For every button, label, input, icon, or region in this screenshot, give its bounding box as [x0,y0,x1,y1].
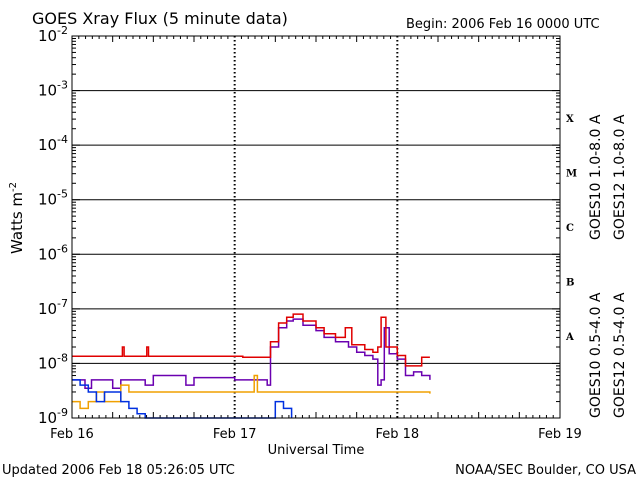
y-tick-label: 10-9 [38,406,68,427]
y-tick-exponent: -7 [57,297,68,310]
y-tick-label: 10-8 [38,351,68,372]
y-tick-exponent: -9 [57,406,68,419]
x-tick-label: Feb 17 [213,427,257,442]
legend-entry: GOES10 1.0-8.0 A [588,114,604,240]
y-tick-exponent: -3 [57,79,68,92]
footer-updated: Updated 2006 Feb 18 05:26:05 UTC [2,463,235,478]
chart-title: GOES Xray Flux (5 minute data) [32,9,288,28]
y-tick-base: 10 [38,245,57,263]
y-tick-exponent: -8 [57,351,68,364]
y-tick-base: 10 [38,354,57,372]
series-line-1 [72,318,431,390]
y-tick-exponent: -6 [57,242,68,255]
x-tick-label: Feb 18 [375,427,419,442]
y-tick-labels: 10-910-810-710-610-510-410-310-2 [38,24,68,427]
y-tick-label: 10-4 [38,133,68,154]
y-tick-exponent: -2 [57,24,68,37]
y-axis-label-text: Watts m [8,192,26,254]
y-tick-label: 10-7 [38,297,68,318]
series-line-3 [72,374,431,410]
y-tick-base: 10 [38,27,57,45]
y-tick-base: 10 [38,191,57,209]
decade-gridlines [72,36,560,418]
y-tick-base: 10 [38,136,57,154]
data-series [72,313,431,419]
y-tick-base: 10 [38,409,57,427]
y-tick-exponent: -4 [57,133,68,146]
flare-class-label: M [566,168,577,179]
x-tick-labels: Feb 16 Feb 17 Feb 18 Feb 19 [50,427,582,442]
flare-class-label: A [565,332,574,343]
legend-entry: GOES10 0.5-4.0 A [588,292,604,418]
footer-source: NOAA/SEC Boulder, CO USA [455,463,636,478]
x-axis-label: Universal Time [268,443,365,458]
y-tick-label: 10-2 [38,24,68,45]
flare-class-label: X [566,114,574,125]
y-tick-base: 10 [38,82,57,100]
legend-entry: GOES12 0.5-4.0 A [612,292,628,418]
x-tick-label: Feb 19 [538,427,582,442]
series-line-2 [72,313,430,367]
series-line-4 [72,379,293,419]
legend-entry: GOES12 1.0-8.0 A [612,114,628,240]
y-axis-label-exponent: -2 [8,182,19,192]
begin-label: Begin: 2006 Feb 16 0000 UTC [406,17,600,32]
plot-frame [71,35,561,419]
legend: GOES10 1.0-8.0 A GOES12 1.0-8.0 A GOES10 0… [588,114,628,418]
flare-class-labels: A B C M X [565,114,577,343]
y-tick-base: 10 [38,300,57,318]
y-tick-exponent: -5 [57,188,68,201]
y-tick-label: 10-6 [38,242,68,263]
y-tick-label: 10-3 [38,79,68,100]
y-axis-label: Watts m-2 [8,182,26,254]
flare-class-label: C [566,223,574,234]
x-tick-label: Feb 16 [50,427,94,442]
flare-class-label: B [566,278,574,289]
y-tick-label: 10-5 [38,188,68,209]
